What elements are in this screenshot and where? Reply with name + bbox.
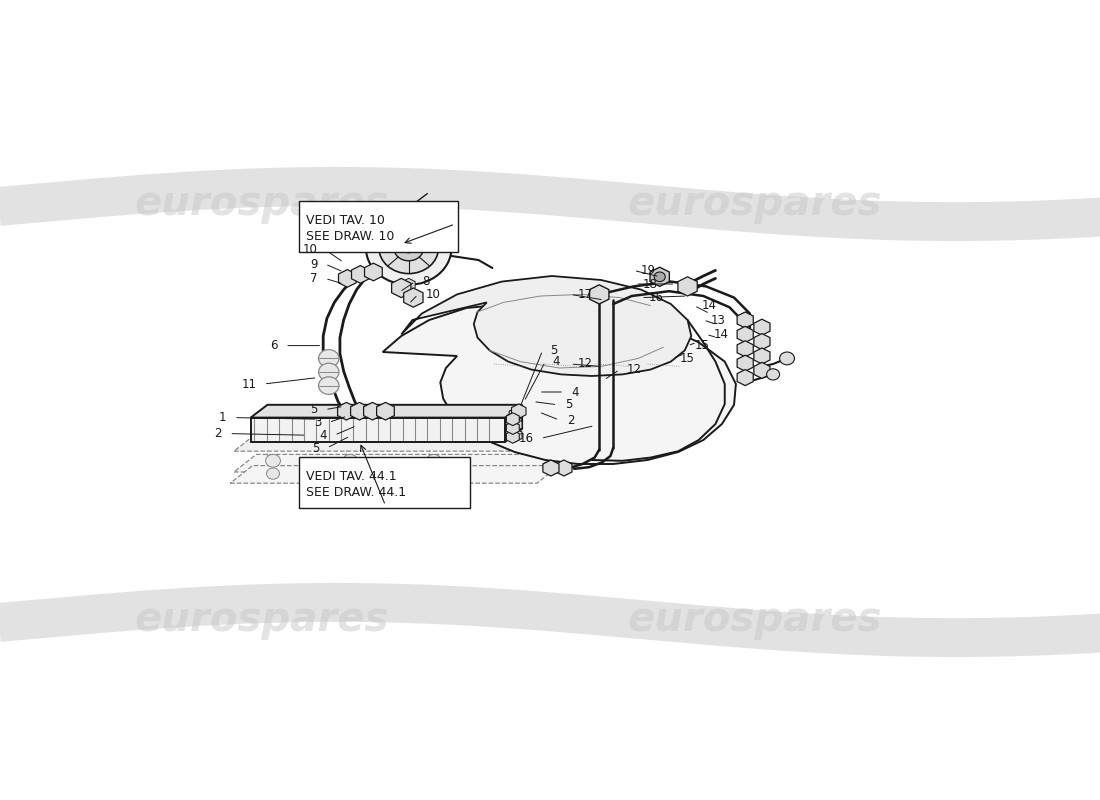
Text: 11: 11 xyxy=(241,378,256,390)
Polygon shape xyxy=(351,402,369,420)
Polygon shape xyxy=(230,466,559,483)
Text: 18: 18 xyxy=(642,278,658,290)
Polygon shape xyxy=(364,263,382,281)
Text: 2: 2 xyxy=(214,427,222,440)
Text: 14: 14 xyxy=(714,328,728,341)
Circle shape xyxy=(266,468,279,479)
Text: 1: 1 xyxy=(219,411,227,424)
Circle shape xyxy=(379,222,439,274)
Polygon shape xyxy=(737,355,754,371)
Polygon shape xyxy=(509,429,522,442)
Text: 12: 12 xyxy=(627,363,642,376)
Text: 10: 10 xyxy=(302,243,318,256)
Polygon shape xyxy=(754,348,770,364)
Circle shape xyxy=(319,377,339,394)
Text: 4: 4 xyxy=(319,429,327,442)
Text: 16: 16 xyxy=(649,291,663,304)
FancyBboxPatch shape xyxy=(299,201,458,252)
Text: 3: 3 xyxy=(314,416,321,429)
Polygon shape xyxy=(505,405,522,442)
Text: eurospares: eurospares xyxy=(627,184,882,224)
Text: 4: 4 xyxy=(553,355,560,368)
Polygon shape xyxy=(402,276,691,376)
Polygon shape xyxy=(737,341,754,357)
Circle shape xyxy=(265,454,280,467)
Circle shape xyxy=(394,235,424,261)
Text: 16: 16 xyxy=(518,432,534,445)
Polygon shape xyxy=(234,434,556,451)
Text: 5: 5 xyxy=(565,398,572,411)
Polygon shape xyxy=(339,270,356,287)
Polygon shape xyxy=(737,326,754,342)
Polygon shape xyxy=(376,402,394,420)
Polygon shape xyxy=(364,402,382,420)
Circle shape xyxy=(780,352,794,365)
Polygon shape xyxy=(737,312,754,328)
Polygon shape xyxy=(234,454,556,472)
Text: SEE DRAW. 10: SEE DRAW. 10 xyxy=(307,230,395,243)
Text: 5: 5 xyxy=(550,344,558,357)
Text: 12: 12 xyxy=(578,358,593,370)
Text: eurospares: eurospares xyxy=(134,184,389,224)
Text: 19: 19 xyxy=(641,264,656,277)
Text: 15: 15 xyxy=(680,352,695,365)
Text: 7: 7 xyxy=(310,272,318,285)
Circle shape xyxy=(767,369,780,380)
Polygon shape xyxy=(404,288,424,307)
Polygon shape xyxy=(365,223,378,236)
Polygon shape xyxy=(556,460,572,476)
Polygon shape xyxy=(754,334,770,350)
Circle shape xyxy=(343,468,356,479)
Polygon shape xyxy=(506,422,519,434)
Polygon shape xyxy=(392,278,411,298)
Polygon shape xyxy=(590,285,609,304)
FancyBboxPatch shape xyxy=(299,457,470,508)
Circle shape xyxy=(403,243,415,253)
Circle shape xyxy=(319,350,339,367)
Text: 17: 17 xyxy=(578,288,593,301)
Text: 4: 4 xyxy=(571,386,579,398)
Polygon shape xyxy=(338,402,355,420)
Polygon shape xyxy=(251,405,522,418)
Text: 5: 5 xyxy=(312,442,319,454)
Text: 9: 9 xyxy=(310,258,318,270)
Circle shape xyxy=(343,454,358,467)
Polygon shape xyxy=(512,404,526,418)
Text: 5: 5 xyxy=(310,403,318,416)
Circle shape xyxy=(427,454,441,467)
Circle shape xyxy=(654,272,666,282)
Polygon shape xyxy=(251,418,505,442)
Polygon shape xyxy=(439,223,452,236)
Polygon shape xyxy=(403,278,415,291)
Polygon shape xyxy=(352,266,370,283)
Text: 2: 2 xyxy=(566,414,574,426)
Text: 13: 13 xyxy=(711,314,726,326)
Text: eurospares: eurospares xyxy=(134,600,389,640)
Text: 8: 8 xyxy=(422,275,430,288)
Polygon shape xyxy=(754,319,770,335)
Text: 15: 15 xyxy=(695,339,710,352)
Polygon shape xyxy=(509,418,522,431)
Text: 14: 14 xyxy=(702,299,716,312)
Text: 6: 6 xyxy=(271,339,277,352)
Text: VEDI TAV. 10: VEDI TAV. 10 xyxy=(307,214,385,227)
Circle shape xyxy=(366,211,451,285)
Circle shape xyxy=(319,363,339,381)
Polygon shape xyxy=(509,408,522,421)
Polygon shape xyxy=(737,370,754,386)
Text: 10: 10 xyxy=(426,288,440,301)
Polygon shape xyxy=(543,460,559,476)
Polygon shape xyxy=(754,362,770,378)
Circle shape xyxy=(427,468,440,479)
Polygon shape xyxy=(506,430,519,443)
Text: SEE DRAW. 44.1: SEE DRAW. 44.1 xyxy=(307,486,407,499)
Polygon shape xyxy=(383,304,736,464)
Text: VEDI TAV. 44.1: VEDI TAV. 44.1 xyxy=(307,470,397,483)
Polygon shape xyxy=(650,267,669,286)
Polygon shape xyxy=(506,413,519,426)
Text: eurospares: eurospares xyxy=(627,600,882,640)
Polygon shape xyxy=(678,277,697,296)
